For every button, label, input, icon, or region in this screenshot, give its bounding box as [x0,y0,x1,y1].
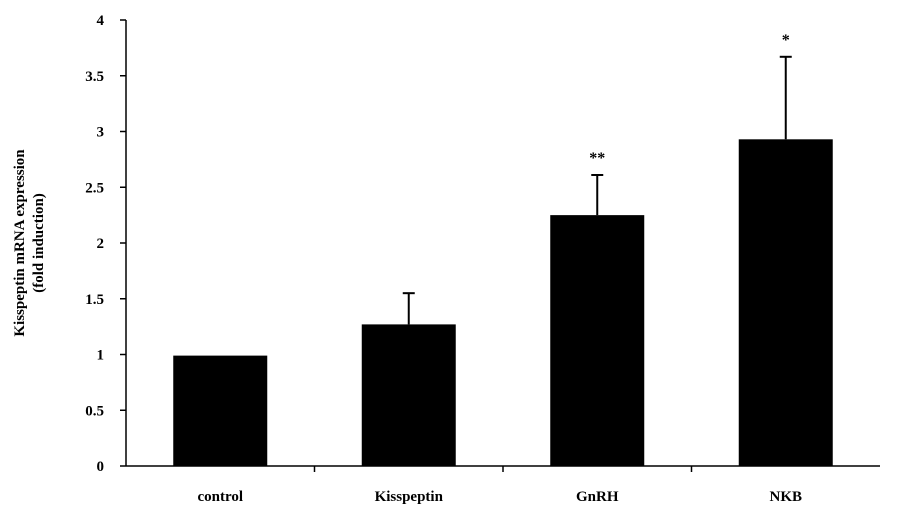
y-axis-title: Kisspeptin mRNA expression (fold inducti… [12,149,47,337]
y-tick-label: 4 [97,13,105,29]
bar-control [173,355,268,466]
error-bars [402,55,792,325]
y-tick-label: 0.5 [85,403,104,419]
bars [173,139,833,466]
y-tick-label: 3 [97,125,105,141]
y-axis-ticks: 0 0.5 1 1.5 2 2.5 3 3.5 4 [85,13,126,475]
y-tick-label: 0 [97,459,105,475]
y-tick-label: 3.5 [85,69,104,85]
significance-nkb: * [782,32,790,49]
y-axis-title-line-2: (fold induction) [31,193,47,293]
category-label-nkb: NKB [769,489,802,505]
bar-nkb [738,139,833,466]
category-label-gnrh: GnRH [576,489,619,505]
y-tick-label: 1.5 [85,292,104,308]
y-tick-label: 1 [97,348,105,364]
y-tick-label: 2.5 [85,180,104,196]
category-label-control: control [197,489,243,505]
x-axis-ticks [313,466,693,472]
bar-kisspeptin [361,324,456,466]
bar-gnrh [550,215,645,466]
significance-annotations: *** [589,32,790,167]
y-tick-label: 2 [97,236,105,252]
significance-gnrh: ** [589,150,605,167]
y-axis-title-line-1: Kisspeptin mRNA expression [12,149,28,337]
x-axis-category-labels: control Kisspeptin GnRH NKB [197,489,802,505]
category-label-kisspeptin: Kisspeptin [375,489,444,505]
